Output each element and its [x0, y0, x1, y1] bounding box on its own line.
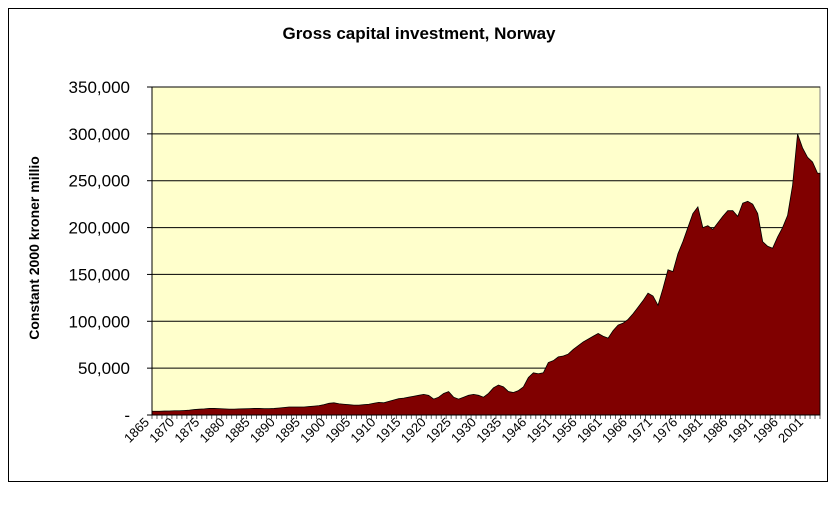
x-ticks: 1865187018751880188518901895190019051910… [121, 415, 821, 446]
x-tick-label: 1946 [498, 415, 529, 446]
investment-area [151, 133, 821, 416]
x-tick-label: 1885 [222, 415, 253, 446]
y-tick-label: 250,000 [69, 172, 130, 191]
x-tick-label: 1935 [473, 415, 504, 446]
y-tick-label: 50,000 [78, 359, 130, 378]
x-tick-label: 1920 [398, 415, 429, 446]
x-tick-label: 1880 [197, 415, 228, 446]
x-tick-label: 1996 [750, 415, 781, 446]
x-tick-label: 2001 [775, 415, 806, 446]
x-tick-label: 1925 [423, 415, 454, 446]
x-tick-label: 1930 [448, 415, 479, 446]
x-tick-label: 1986 [700, 415, 731, 446]
x-tick-label: 1971 [624, 415, 655, 446]
x-tick-label: 1905 [322, 415, 353, 446]
chart-title: Gross capital investment, Norway [282, 24, 556, 43]
y-axis-label: Constant 2000 kroner millio [26, 156, 42, 340]
x-tick-label: 1875 [171, 415, 202, 446]
x-tick-label: 1961 [574, 415, 605, 446]
x-tick-label: 1870 [146, 415, 177, 446]
x-tick-label: 1966 [599, 415, 630, 446]
y-tick-label: 300,000 [69, 125, 130, 144]
x-tick-label: 1951 [524, 415, 555, 446]
y-tick-label: 100,000 [69, 312, 130, 331]
x-tick-label: 1976 [649, 415, 680, 446]
x-tick-label: 1991 [725, 415, 756, 446]
x-tick-label: 1956 [549, 415, 580, 446]
x-tick-label: 1890 [247, 415, 278, 446]
x-tick-label: 1900 [297, 415, 328, 446]
x-tick-label: 1895 [272, 415, 303, 446]
y-ticks: - 50,000 100,000 150,000 200,000 250,000 300,0… [69, 78, 152, 425]
y-tick-label: 200,000 [69, 219, 130, 238]
y-tick-label: 350,000 [69, 78, 130, 97]
x-tick-label: 1910 [347, 415, 378, 446]
x-tick-label: 1981 [674, 415, 705, 446]
x-tick-label: 1915 [373, 415, 404, 446]
y-tick-label: - [124, 406, 130, 425]
y-tick-label: 150,000 [69, 265, 130, 284]
